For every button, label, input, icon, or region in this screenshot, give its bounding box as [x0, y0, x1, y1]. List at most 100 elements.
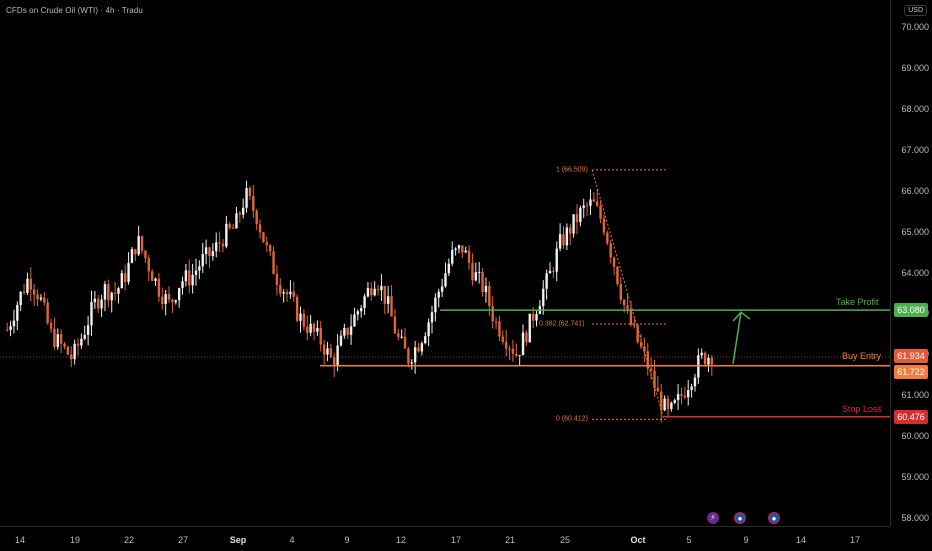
candle-body — [353, 314, 356, 327]
candle-body — [326, 348, 329, 355]
us-flag-event-icon[interactable]: ● — [768, 512, 780, 524]
candle-body — [181, 281, 184, 289]
candle-body — [144, 250, 147, 259]
candle-body — [558, 234, 562, 249]
us-flag-event-icon[interactable]: ● — [734, 512, 746, 524]
candle-body — [349, 326, 353, 335]
buy-entry-price-badge: 61.722 — [894, 364, 928, 379]
price-axis[interactable]: USD 70.000 69.000 68.000 67.000 66.000 65.000… — [890, 0, 932, 526]
candle-body — [289, 291, 292, 295]
candle-body — [683, 395, 687, 398]
time-tick-label: Oct — [630, 535, 646, 545]
candle-body — [19, 291, 22, 305]
time-tick-label: 27 — [177, 535, 189, 545]
candle-body — [427, 322, 430, 337]
candle-body — [602, 218, 606, 233]
candle-body — [215, 242, 218, 252]
lightning-event-icon[interactable]: ⚡ — [707, 512, 719, 524]
candle-body — [474, 272, 478, 281]
price-tick-label: 65.000 — [901, 226, 929, 237]
candle-body — [531, 313, 535, 321]
fib-level-0-label: 0 (60.412) — [556, 415, 588, 423]
candle-body — [437, 291, 440, 298]
candle-body — [113, 292, 117, 294]
candle-body — [295, 296, 299, 321]
candle-body — [606, 232, 609, 244]
candle-body — [124, 273, 127, 282]
candle-body — [292, 291, 295, 297]
candle-body — [32, 289, 36, 295]
candle-body — [515, 353, 518, 356]
candle-body — [430, 312, 434, 323]
candle-body — [39, 297, 43, 300]
candle-body — [653, 370, 656, 388]
candle-body — [407, 348, 410, 364]
candle-body — [680, 394, 683, 396]
candle-body — [518, 355, 521, 357]
candle-body — [504, 341, 508, 349]
candle-body — [555, 248, 558, 272]
candle-body — [228, 223, 231, 228]
candle-body — [285, 292, 289, 295]
candle-body — [494, 321, 498, 323]
candle-body — [201, 254, 204, 267]
price-tick-label: 70.000 — [901, 22, 929, 32]
candle-body — [127, 262, 130, 282]
price-tick-label: 69.000 — [901, 62, 929, 73]
candle-body — [29, 278, 32, 290]
candle-body — [508, 348, 511, 350]
candle-body — [575, 214, 579, 223]
candle-body — [140, 236, 144, 251]
symbol-title: CFDs on Crude Oil (WTI) · 4h · Tradu — [6, 6, 143, 15]
time-tick-label: 21 — [504, 535, 516, 545]
candle-body — [464, 250, 467, 253]
candle-body — [282, 292, 285, 294]
candle-body — [562, 234, 565, 246]
candle-body — [434, 297, 437, 313]
candle-body — [90, 302, 93, 326]
candle-body — [643, 346, 646, 352]
candle-body — [66, 346, 70, 355]
candle-body — [252, 196, 255, 211]
take-profit-arrow — [732, 312, 742, 364]
price-tick-label: 60.000 — [901, 431, 929, 442]
candle-body — [663, 398, 666, 411]
candle-body — [245, 188, 248, 208]
candle-body — [117, 288, 120, 294]
price-tick-label: 68.000 — [901, 103, 929, 114]
time-axis[interactable]: 14 19 22 27 Sep 4 9 12 17 21 25 Oct 5 9 14 17 — [0, 526, 890, 551]
chart-area[interactable]: CFDs on Crude Oil (WTI) · 4h · Tradu Tak… — [0, 0, 890, 526]
candle-body — [633, 324, 636, 326]
fib-trend-line — [591, 169, 665, 420]
candle-body — [596, 201, 599, 206]
time-tick-label: 12 — [395, 535, 407, 545]
candle-body — [164, 294, 167, 304]
candle-body — [22, 291, 26, 293]
take-profit-arrow-head — [732, 311, 751, 322]
candle-body — [268, 245, 272, 252]
candle-body — [366, 288, 370, 297]
candle-body — [454, 248, 457, 250]
candle-body — [676, 394, 680, 401]
time-tick-label: 17 — [450, 535, 462, 545]
candle-body — [150, 271, 154, 281]
candle-body — [599, 205, 602, 219]
candle-body — [376, 288, 380, 291]
price-chart[interactable] — [0, 0, 890, 526]
time-tick-label: 25 — [559, 535, 571, 545]
candle-body — [120, 273, 124, 289]
candle-body — [478, 271, 481, 273]
candle-body — [656, 387, 660, 392]
candle-body — [26, 278, 29, 293]
candle-body — [309, 323, 312, 333]
candle-body — [16, 304, 19, 321]
time-tick-label: 9 — [344, 535, 350, 545]
candle-body — [174, 300, 177, 303]
candle-body — [488, 285, 491, 307]
candle-body — [198, 266, 201, 271]
candle-body — [491, 306, 494, 322]
candle-body — [710, 357, 714, 365]
candle-body — [9, 326, 12, 331]
time-tick-label: 4 — [289, 535, 295, 545]
candle-body — [258, 224, 262, 233]
